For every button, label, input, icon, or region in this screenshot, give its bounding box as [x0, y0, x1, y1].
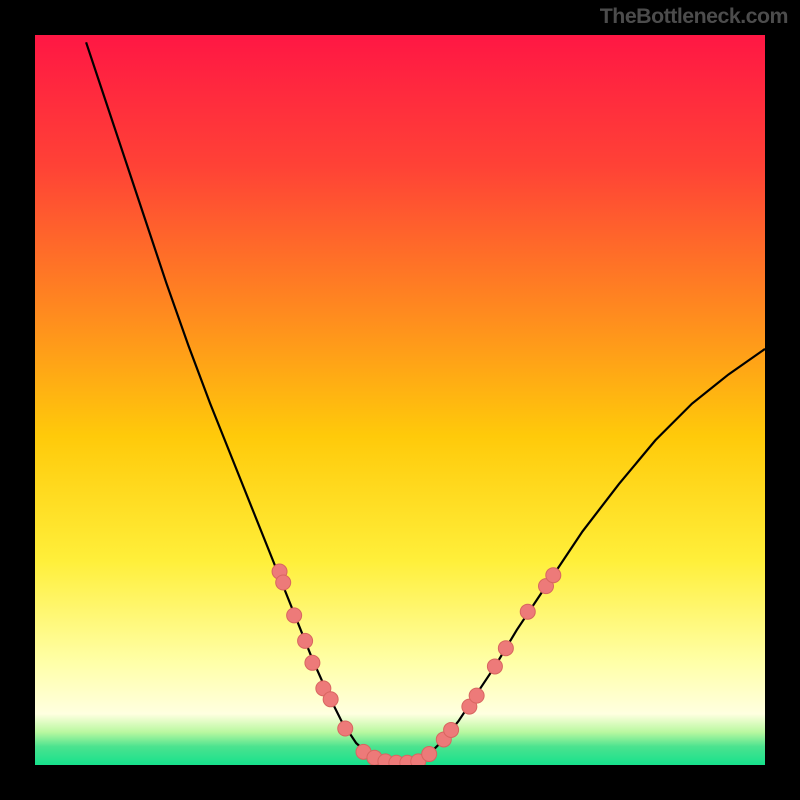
figure-frame: TheBottleneck.com [0, 0, 800, 800]
bottleneck-chart [35, 35, 765, 765]
marker-point [298, 633, 313, 648]
marker-point [276, 575, 291, 590]
chart-background [35, 35, 765, 765]
marker-point [305, 655, 320, 670]
marker-point [498, 641, 513, 656]
marker-point [444, 722, 459, 737]
marker-point [469, 688, 484, 703]
marker-point [338, 721, 353, 736]
marker-point [487, 659, 502, 674]
marker-point [546, 568, 561, 583]
watermark-text: TheBottleneck.com [600, 4, 788, 29]
marker-point [323, 692, 338, 707]
marker-point [287, 608, 302, 623]
marker-point [520, 604, 535, 619]
marker-point [422, 747, 437, 762]
